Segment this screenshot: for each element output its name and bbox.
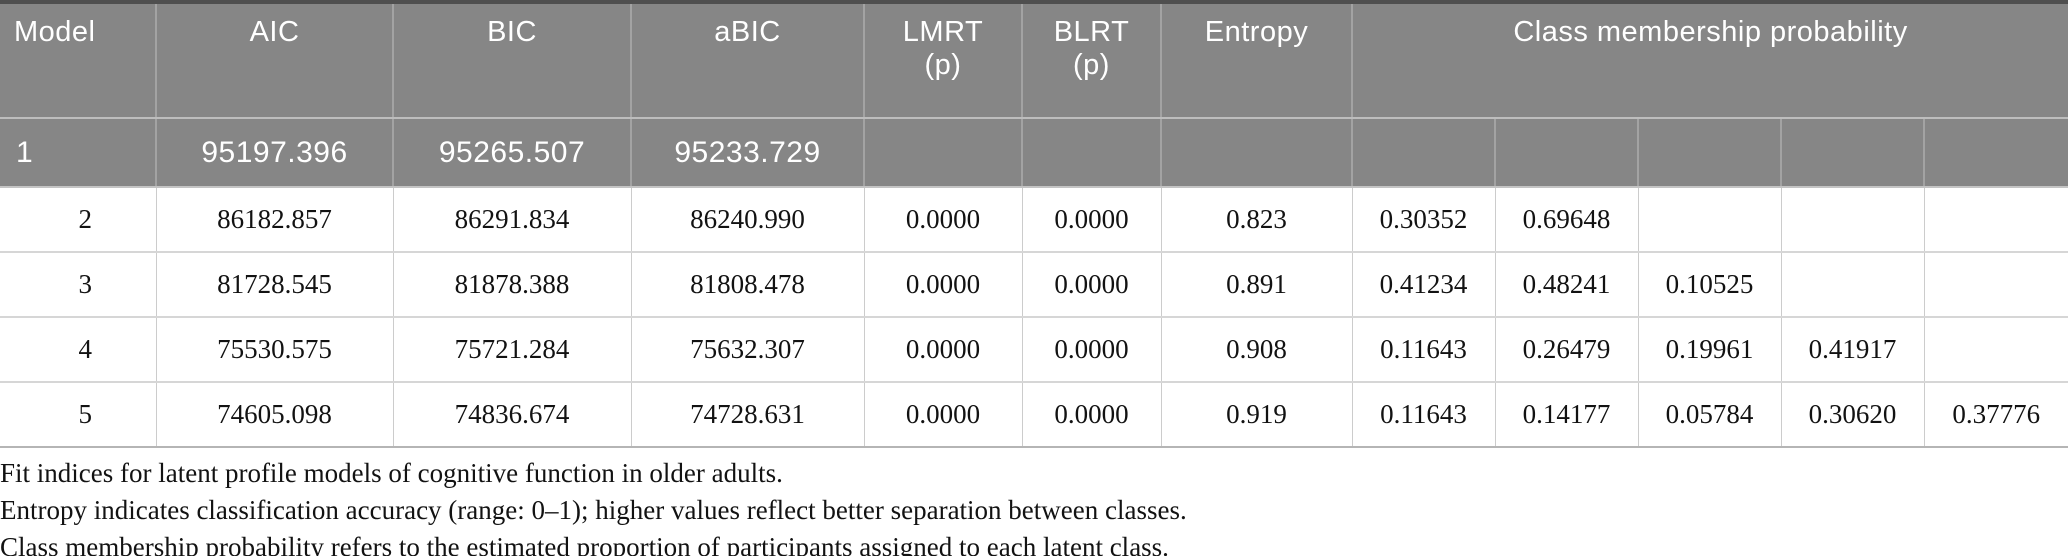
cell-abic: 75632.307 (631, 317, 865, 383)
header-aic: AIC (156, 2, 394, 119)
cell-cmp-4 (1781, 252, 1925, 318)
cell-cmp-1: 0.11643 (1352, 317, 1496, 383)
cell-abic: 95233.729 (631, 118, 865, 188)
cell-cmp-5 (1924, 317, 2068, 383)
cell-cmp-4 (1781, 118, 1925, 188)
cell-bic: 95265.507 (393, 118, 632, 188)
cell-cmp-5 (1924, 118, 2068, 188)
cell-blrt-p (1022, 118, 1162, 188)
cell-cmp-3 (1638, 118, 1782, 188)
cell-entropy: 0.919 (1161, 382, 1353, 448)
cell-model: 5 (0, 382, 157, 448)
cell-lmrt-p: 0.0000 (864, 187, 1023, 253)
cell-entropy: 0.891 (1161, 252, 1353, 318)
header-bic: BIC (393, 2, 632, 119)
cell-blrt-p: 0.0000 (1022, 382, 1162, 448)
header-model: Model (0, 2, 157, 119)
cell-aic: 81728.545 (156, 252, 394, 318)
cell-cmp-5: 0.37776 (1924, 382, 2068, 448)
cell-entropy (1161, 118, 1353, 188)
fit-indices-table: Model AIC BIC aBIC LMRT (p) BLRT (p) Ent… (0, 0, 2068, 448)
cell-aic: 74605.098 (156, 382, 394, 448)
cell-cmp-3 (1638, 187, 1782, 253)
header-abic: aBIC (631, 2, 865, 119)
table-row-model-5: 5 74605.098 74836.674 74728.631 0.0000 0.0000… (0, 382, 2068, 448)
cell-aic: 86182.857 (156, 187, 394, 253)
cell-cmp-3: 0.05784 (1638, 382, 1782, 448)
cell-cmp-1 (1352, 118, 1496, 188)
table-body: 1 95197.396 95265.507 95233.729 2 86182.857 86… (0, 118, 2068, 448)
cell-bic: 86291.834 (393, 187, 632, 253)
cell-cmp-5 (1924, 187, 2068, 253)
cell-model: 2 (0, 187, 157, 253)
table-footnotes: Fit indices for latent profile models of… (0, 455, 2068, 556)
cell-bic: 74836.674 (393, 382, 632, 448)
cell-abic: 81808.478 (631, 252, 865, 318)
cell-model: 4 (0, 317, 157, 383)
cell-cmp-5 (1924, 252, 2068, 318)
cell-cmp-2 (1495, 118, 1639, 188)
cell-model: 1 (0, 118, 157, 188)
table-row-model-4: 4 75530.575 75721.284 75632.307 0.0000 0.0000… (0, 317, 2068, 383)
cell-blrt-p: 0.0000 (1022, 187, 1162, 253)
cell-cmp-4: 0.30620 (1781, 382, 1925, 448)
header-class-membership-probability: Class membership probability (1352, 2, 2068, 119)
cell-cmp-1: 0.41234 (1352, 252, 1496, 318)
cell-lmrt-p: 0.0000 (864, 382, 1023, 448)
cell-blrt-p: 0.0000 (1022, 252, 1162, 318)
cell-cmp-4 (1781, 187, 1925, 253)
footnote-class-membership: Class membership probability refers to t… (0, 532, 1169, 556)
header-blrt-p: BLRT (p) (1022, 2, 1162, 119)
table-row-model-1: 1 95197.396 95265.507 95233.729 (0, 118, 2068, 188)
cell-cmp-2: 0.48241 (1495, 252, 1639, 318)
header-row: Model AIC BIC aBIC LMRT (p) BLRT (p) Ent… (0, 2, 2068, 119)
cell-lmrt-p (864, 118, 1023, 188)
cell-entropy: 0.823 (1161, 187, 1353, 253)
cell-blrt-p: 0.0000 (1022, 317, 1162, 383)
cell-model: 3 (0, 252, 157, 318)
cell-lmrt-p: 0.0000 (864, 252, 1023, 318)
cell-lmrt-p: 0.0000 (864, 317, 1023, 383)
cell-entropy: 0.908 (1161, 317, 1353, 383)
cell-cmp-4: 0.41917 (1781, 317, 1925, 383)
table-header: Model AIC BIC aBIC LMRT (p) BLRT (p) Ent… (0, 2, 2068, 119)
footnote-entropy: Entropy indicates classification accurac… (0, 495, 1187, 525)
cell-cmp-2: 0.14177 (1495, 382, 1639, 448)
header-lmrt-p: LMRT (p) (864, 2, 1023, 119)
cell-aic: 95197.396 (156, 118, 394, 188)
cell-cmp-1: 0.30352 (1352, 187, 1496, 253)
cell-cmp-1: 0.11643 (1352, 382, 1496, 448)
cell-bic: 81878.388 (393, 252, 632, 318)
header-entropy: Entropy (1161, 2, 1353, 119)
table-row-model-3: 3 81728.545 81878.388 81808.478 0.0000 0.0000… (0, 252, 2068, 318)
cell-cmp-3: 0.19961 (1638, 317, 1782, 383)
cell-cmp-3: 0.10525 (1638, 252, 1782, 318)
cell-abic: 86240.990 (631, 187, 865, 253)
cell-cmp-2: 0.69648 (1495, 187, 1639, 253)
cell-abic: 74728.631 (631, 382, 865, 448)
cell-aic: 75530.575 (156, 317, 394, 383)
footnote-fit-indices: Fit indices for latent profile models of… (0, 458, 783, 488)
cell-cmp-2: 0.26479 (1495, 317, 1639, 383)
table-row-model-2: 2 86182.857 86291.834 86240.990 0.0000 0.0000… (0, 187, 2068, 253)
cell-bic: 75721.284 (393, 317, 632, 383)
